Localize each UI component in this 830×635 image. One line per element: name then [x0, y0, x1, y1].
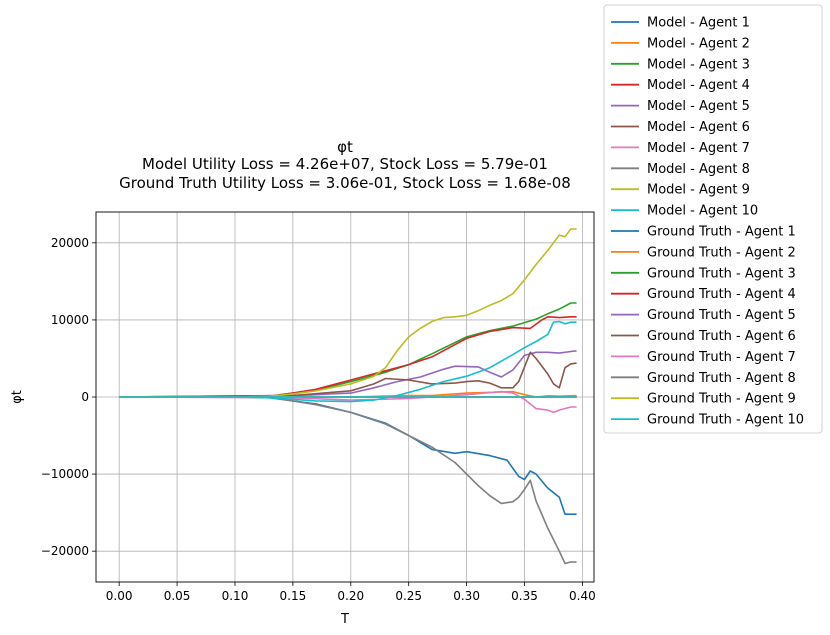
legend: Model - Agent 1 Model - Agent 2 Model - Ag… — [603, 4, 823, 434]
legend-label: Ground Truth - Agent 4 — [647, 287, 796, 302]
legend-label: Model - Agent 6 — [647, 120, 750, 135]
legend-label: Ground Truth - Agent 6 — [647, 329, 796, 344]
x-tick-label: 0.10 — [222, 589, 249, 603]
x-tick-label: 0.20 — [337, 589, 364, 603]
legend-label: Ground Truth - Agent 9 — [647, 392, 796, 407]
series-line-8 — [119, 396, 577, 565]
legend-label: Model - Agent 5 — [647, 99, 750, 114]
series-line-9 — [119, 228, 577, 398]
y-tick-label: 20000 — [51, 236, 89, 250]
chart-title: φt — [337, 138, 353, 156]
plot-series — [119, 228, 577, 565]
legend-label: Ground Truth - Agent 2 — [647, 245, 796, 260]
legend-label: Model - Agent 10 — [647, 204, 758, 219]
y-tick-label: −10000 — [41, 467, 89, 481]
x-tick-label: 0.40 — [569, 589, 596, 603]
legend-label: Ground Truth - Agent 1 — [647, 225, 796, 240]
legend-label: Model - Agent 4 — [647, 78, 750, 93]
series-line-6 — [119, 351, 577, 398]
chart-subtitle-1: Model Utility Loss = 4.26e+07, Stock Los… — [142, 155, 548, 173]
legend-label: Model - Agent 3 — [647, 57, 750, 72]
legend-label: Ground Truth - Agent 10 — [647, 413, 804, 428]
legend-label: Ground Truth - Agent 3 — [647, 266, 796, 281]
x-axis-label: T — [340, 612, 349, 627]
legend-label: Ground Truth - Agent 7 — [647, 350, 796, 365]
legend-label: Ground Truth - Agent 8 — [647, 371, 796, 386]
series-line-10 — [119, 320, 577, 403]
legend-label: Model - Agent 9 — [647, 183, 750, 198]
legend-box — [603, 4, 823, 434]
x-tick-label: 0.25 — [395, 589, 422, 603]
legend-label: Model - Agent 1 — [647, 16, 750, 31]
y-axis-label: φt — [10, 390, 25, 404]
x-tick-label: 0.15 — [280, 589, 307, 603]
x-tick-label: 0.05 — [164, 589, 191, 603]
x-axis-ticks: 0.00 0.05 0.10 0.15 0.20 0.25 0.30 0.35 0.40 — [106, 582, 596, 603]
legend-label: Model - Agent 8 — [647, 162, 750, 177]
y-axis-ticks: −20000 −10000 0 10000 20000 — [41, 236, 96, 558]
x-tick-label: 0.30 — [453, 589, 480, 603]
x-tick-label: 0.35 — [511, 589, 538, 603]
legend-label: Model - Agent 7 — [647, 141, 750, 156]
legend-label: Ground Truth - Agent 5 — [647, 308, 796, 323]
chart-subtitle-2: Ground Truth Utility Loss = 3.06e-01, St… — [119, 174, 571, 192]
y-tick-label: 0 — [81, 390, 89, 404]
y-tick-label: 10000 — [51, 313, 89, 327]
legend-label: Model - Agent 2 — [647, 36, 750, 51]
y-tick-label: −20000 — [41, 544, 89, 558]
x-tick-label: 0.00 — [106, 589, 133, 603]
